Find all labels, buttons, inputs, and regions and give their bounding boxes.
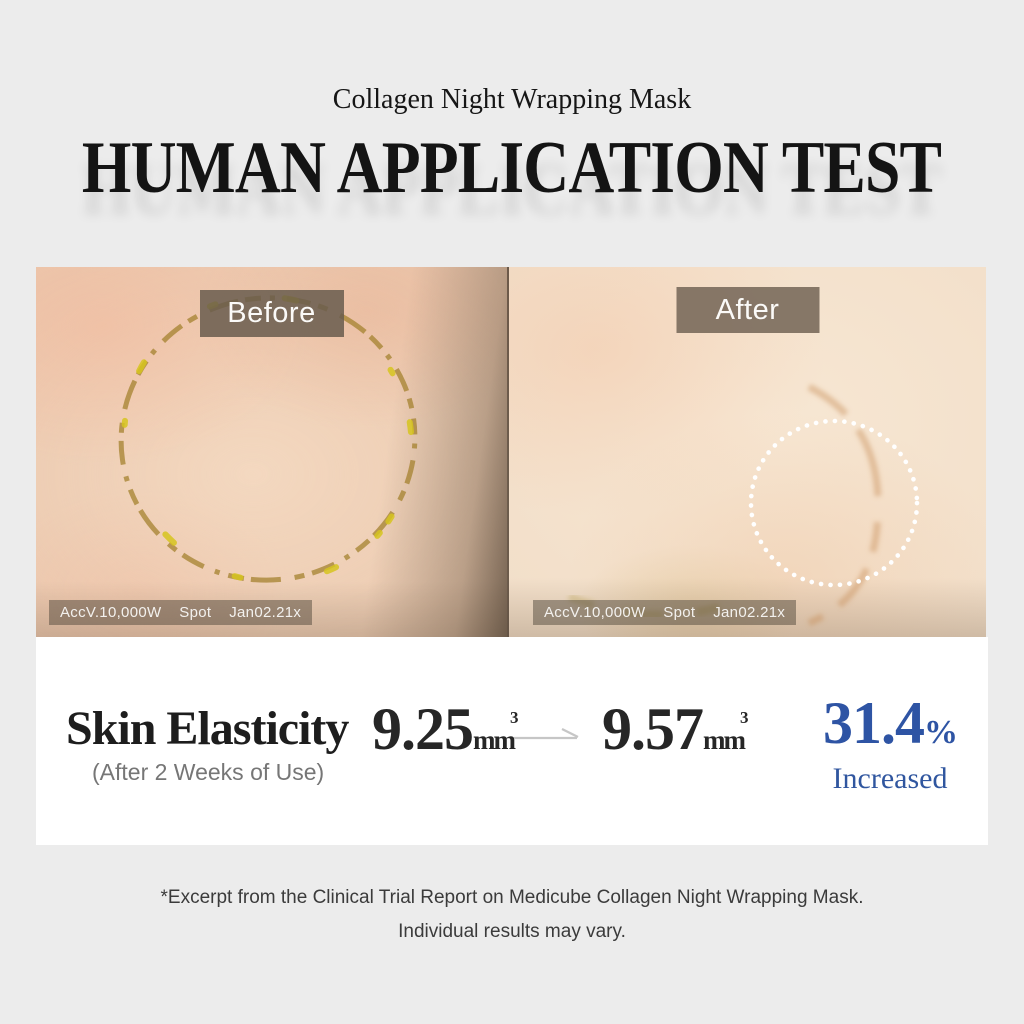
metric-name: Skin Elasticity [66, 702, 349, 755]
after-value-unit-exponent: 3 [739, 708, 748, 727]
before-value-unit-exponent: 3 [509, 708, 518, 727]
change-label: Increased [832, 762, 948, 795]
after-photo-meta: AccV.10,000W Spot Jan02.21x [533, 600, 797, 625]
arrow-right-icon [514, 728, 579, 740]
dotted-measure-circle [748, 418, 920, 588]
page-title: HUMAN APPLICATION TEST [0, 126, 1024, 211]
change-value: 31.4% [792, 689, 988, 758]
change-block: 31.4% Increased [792, 689, 988, 796]
before-value: 9.25mm3 [372, 695, 518, 764]
before-label: Before [199, 290, 344, 337]
disclaimer: *Excerpt from the Clinical Trial Report … [0, 881, 1024, 949]
before-value-number: 9.25 [372, 696, 474, 762]
before-photo: Before AccV.10,000W Spot Jan02.21x [36, 267, 509, 637]
disclaimer-line-2: Individual results may vary. [398, 921, 626, 942]
change-value-number: 31.4 [823, 690, 925, 756]
results-panel: Skin Elasticity (After 2 Weeks of Use) 9… [36, 637, 988, 845]
page-title-text: HUMAN APPLICATION TEST [82, 127, 942, 209]
percent-sign: % [924, 714, 958, 751]
after-label: After [676, 287, 819, 333]
after-label-text: After [715, 293, 780, 326]
after-value-unit: mm [703, 725, 746, 755]
before-after-comparison: Before AccV.10,000W Spot Jan02.21x After… [36, 267, 988, 637]
metric-note: (After 2 Weeks of Use) [92, 759, 325, 785]
after-value-number: 9.57 [602, 696, 704, 762]
faded-marker-arc [567, 383, 882, 627]
product-subtitle: Collagen Night Wrapping Mask [332, 84, 692, 115]
before-label-text: Before [227, 297, 316, 329]
before-photo-meta: AccV.10,000W Spot Jan02.21x [49, 600, 313, 625]
disclaimer-line-1: *Excerpt from the Clinical Trial Report … [160, 887, 864, 908]
before-value-unit: mm [473, 725, 516, 755]
after-photo: After AccV.10,000W Spot Jan02.21x [509, 267, 986, 637]
after-value: 9.57mm3 [602, 695, 748, 764]
